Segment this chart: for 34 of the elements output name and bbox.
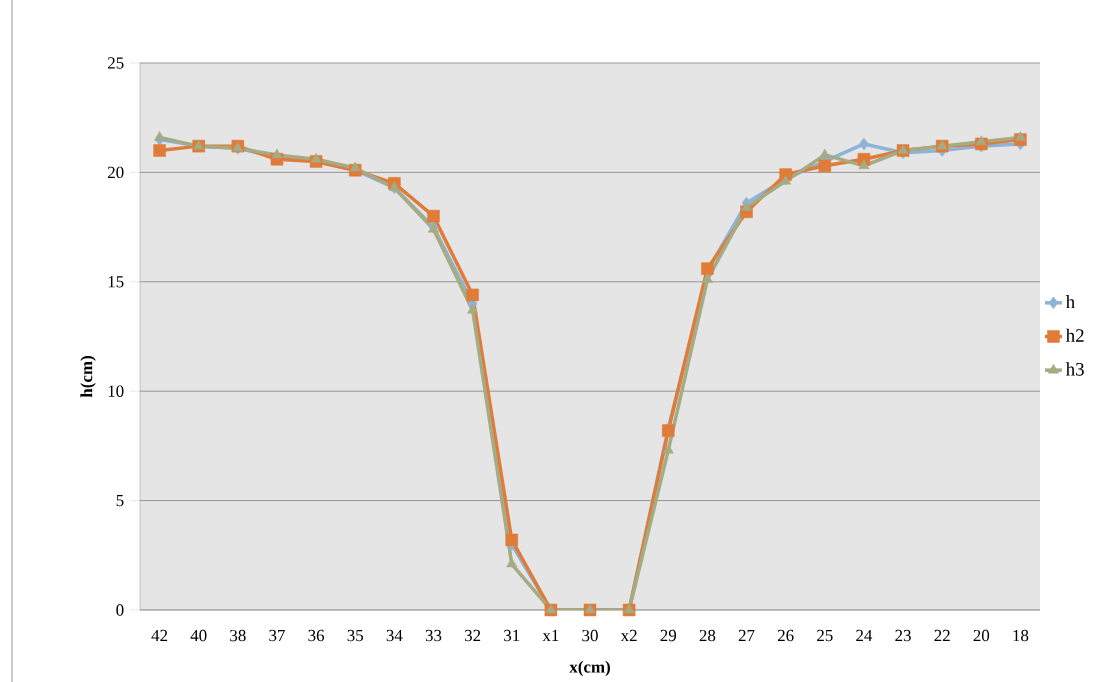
x-tick-label: 18 — [1013, 629, 1029, 642]
x-tick-label: 31 — [504, 629, 520, 642]
x-tick-label: 32 — [464, 629, 481, 642]
x-tick-label: 25 — [817, 629, 833, 642]
x-tick-label: 34 — [386, 629, 403, 642]
legend-label: h — [1065, 295, 1075, 309]
x-axis-title: x(cm) — [569, 660, 610, 677]
y-tick-label: 0 — [116, 604, 124, 616]
y-tick-label: 5 — [116, 494, 124, 507]
x-tick-label: x1 — [542, 629, 559, 642]
y-tick-label: 20 — [107, 166, 124, 179]
x-tick-label: 22 — [934, 629, 950, 642]
x-tick-label: 24 — [856, 629, 873, 642]
x-tick-label: 37 — [269, 629, 285, 642]
x-tick-label: 36 — [308, 629, 325, 642]
y-tick-label: 25 — [107, 57, 124, 69]
x-tick-label: 29 — [660, 629, 677, 642]
x-tick-label: x2 — [620, 629, 637, 642]
x-tick-label: 23 — [895, 629, 911, 642]
x-tick-label: 40 — [190, 629, 207, 642]
x-tick-label: 33 — [425, 629, 442, 642]
y-tick-label: 10 — [108, 385, 124, 397]
y-tick-label: 15 — [108, 276, 124, 288]
x-tick-label: 30 — [582, 629, 598, 642]
x-tick-label: 38 — [230, 629, 246, 642]
y-axis-title: h(cm) — [80, 356, 96, 398]
x-tick-label: 35 — [347, 629, 364, 642]
legend-label: h3 — [1065, 362, 1084, 376]
legend-label: h2 — [1065, 328, 1084, 342]
x-tick-label: 20 — [973, 629, 990, 642]
x-tick-label: 26 — [777, 629, 794, 642]
x-tick-label: 27 — [738, 629, 755, 642]
x-tick-label: 42 — [151, 629, 168, 642]
x-tick-label: 28 — [699, 629, 716, 642]
